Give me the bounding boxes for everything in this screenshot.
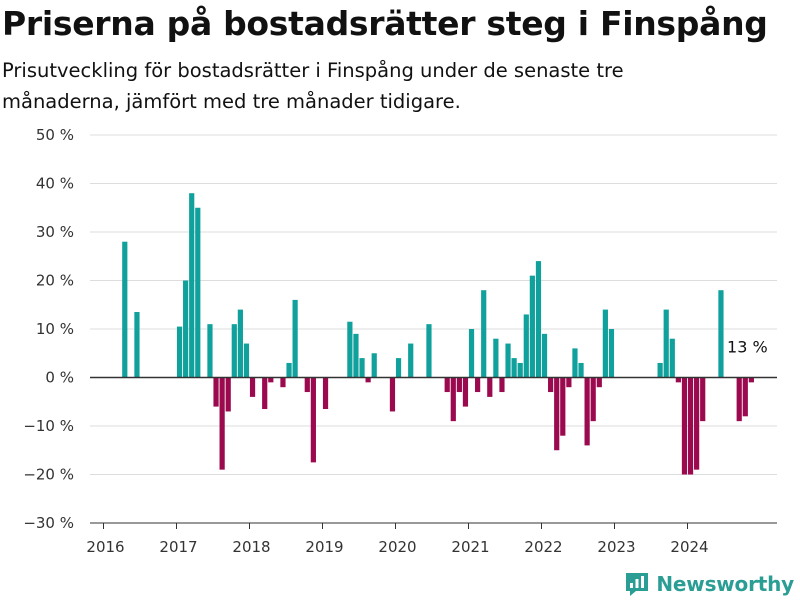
latest-value-label: 13 %	[727, 337, 768, 356]
bar-2024-09	[736, 377, 742, 422]
x-tick-label: 2019	[305, 538, 343, 556]
bar-2022-04	[560, 377, 566, 436]
bar-2023-10	[669, 338, 675, 378]
y-tick-label: −30 %	[23, 514, 74, 532]
bar-2017-11	[237, 309, 243, 378]
bar-2018-10	[304, 377, 310, 393]
bar-2018-04	[268, 377, 274, 383]
x-tick-label: 2016	[86, 538, 124, 556]
bar-2016-06	[134, 312, 140, 378]
bar-2020-10	[450, 377, 456, 422]
bar-2020-09	[444, 377, 450, 393]
bar-2022-11	[602, 309, 608, 378]
labels: 50 % 40 % 30 % 20 % 10 % 0 % −10 % −20 % −30 % 20…	[23, 126, 767, 556]
bar-2019-08	[365, 377, 371, 383]
bar-2018-08	[292, 299, 298, 378]
bar-2018-03	[262, 377, 268, 410]
bar-2021-12	[535, 261, 542, 378]
bar-2017-02	[183, 280, 189, 378]
bar-2020-12	[462, 377, 469, 407]
bar-2017-12	[243, 343, 250, 378]
axes	[90, 376, 777, 529]
bar-2021-07	[505, 343, 511, 378]
bar-2019-12	[389, 377, 396, 412]
bar-2020-11	[456, 377, 462, 393]
bar-2019-07	[359, 358, 365, 378]
y-tick-label: 50 %	[36, 126, 74, 144]
chart-subtitle: Prisutveckling för bostadsrätter i Finsp…	[2, 59, 624, 113]
bar-2017-04	[195, 207, 201, 378]
x-tick-label: 2018	[232, 538, 270, 556]
chart-title: Priserna på bostadsrätter steg i Finspån…	[2, 4, 768, 43]
bar-2022-05	[566, 377, 572, 388]
bar-2022-08	[584, 377, 590, 446]
bar-2019-06	[353, 333, 359, 378]
bar-2017-10	[231, 324, 237, 378]
bar-2020-06	[426, 324, 432, 378]
x-tick-label: 2022	[524, 538, 562, 556]
bar-2021-01	[468, 329, 475, 378]
bar-2021-03	[481, 290, 487, 378]
bar-2016-04	[122, 241, 128, 378]
bar-2019-05	[347, 321, 353, 378]
bar-2022-12	[608, 329, 615, 378]
bar-2021-10	[523, 314, 529, 378]
bar-2023-11	[675, 377, 681, 383]
y-tick-label: 30 %	[36, 223, 74, 241]
bar-2024-01	[687, 377, 694, 475]
bar-2022-06	[572, 348, 578, 378]
bar-2018-01	[249, 377, 256, 397]
bar-2020-03	[408, 343, 414, 378]
y-tick-label: 20 %	[36, 272, 74, 290]
bar-2024-03	[700, 377, 706, 422]
bar-2022-02	[548, 377, 554, 393]
bar-2021-04	[487, 377, 493, 397]
bar-2023-12	[681, 377, 688, 475]
x-tick-label: 2021	[451, 538, 489, 556]
bar-2023-08	[657, 362, 663, 378]
brand-name: Newsworthy	[656, 572, 794, 596]
bar-2018-07	[286, 362, 292, 378]
bar-2021-08	[511, 358, 517, 378]
bar-2021-09	[517, 362, 523, 378]
bar-2022-07	[578, 362, 584, 378]
bar-2022-10	[596, 377, 602, 388]
bar-2018-11	[310, 377, 316, 463]
x-tick-label: 2020	[378, 538, 416, 556]
bar-2021-11	[529, 275, 535, 378]
brand-logo: Newsworthy	[624, 569, 794, 599]
bar-2017-06	[207, 324, 213, 378]
bar-2017-09	[225, 377, 231, 412]
y-tick-label: 40 %	[36, 175, 74, 193]
bar-2022-09	[590, 377, 596, 422]
x-tick-label: 2024	[670, 538, 708, 556]
bar-chart: 50 % 40 % 30 % 20 % 10 % 0 % −10 % −20 % −30 % 20…	[23, 126, 777, 556]
bar-2019-09	[371, 353, 377, 378]
newsworthy-logo-icon	[626, 573, 649, 596]
bar-2020-01	[395, 358, 402, 378]
bar-2022-03	[554, 377, 560, 451]
bar-2017-01	[176, 326, 183, 378]
bar-2021-02	[475, 377, 481, 393]
y-tick-label: −10 %	[23, 417, 74, 435]
bar-2021-06	[499, 377, 505, 393]
x-tick-label: 2017	[159, 538, 197, 556]
bar-2019-01	[322, 377, 329, 410]
y-tick-label: 10 %	[36, 320, 74, 338]
bar-2023-09	[663, 309, 669, 378]
bar-2017-07	[213, 377, 219, 407]
y-tick-label: −20 %	[23, 466, 74, 484]
bar-2021-05	[493, 338, 499, 378]
bar-series	[122, 193, 754, 475]
bar-2022-01	[541, 333, 548, 378]
bar-2018-06	[280, 377, 286, 388]
bar-2017-03	[189, 193, 195, 378]
bar-2024-02	[694, 377, 700, 470]
bar-2024-10	[742, 377, 748, 417]
x-tick-label: 2023	[597, 538, 635, 556]
bar-2024-06	[718, 290, 724, 378]
bar-2024-11	[748, 377, 754, 383]
bar-2017-08	[219, 377, 225, 470]
y-tick-label: 0 %	[45, 369, 74, 387]
